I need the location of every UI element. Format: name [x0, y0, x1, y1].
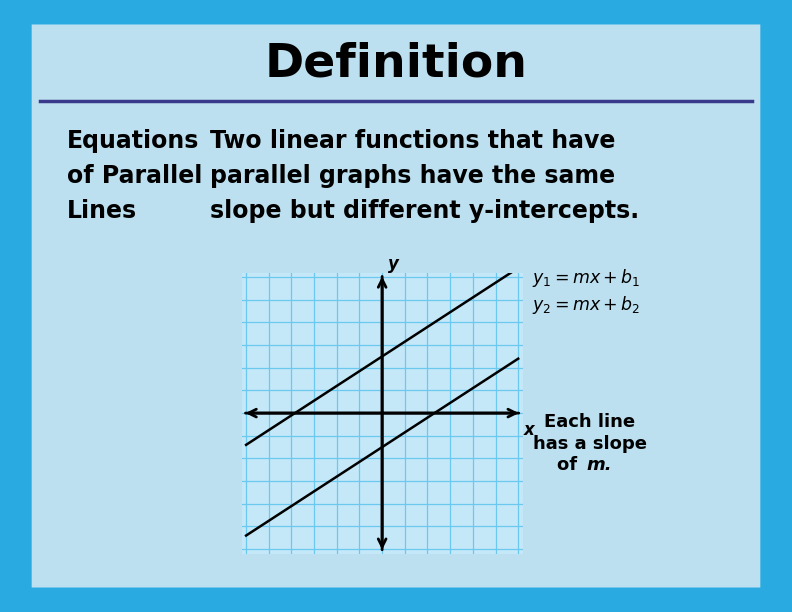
- Text: Equations
of Parallel
Lines: Equations of Parallel Lines: [67, 129, 203, 223]
- Text: $y_1 = \mathit{mx} + b_1$: $y_1 = \mathit{mx} + b_1$: [532, 267, 641, 289]
- Text: x: x: [524, 421, 535, 439]
- Text: m.: m.: [587, 456, 612, 474]
- Text: has a slope: has a slope: [533, 435, 647, 453]
- Text: Definition: Definition: [265, 42, 527, 87]
- Text: Two linear functions that have
parallel graphs have the same
slope but different: Two linear functions that have parallel …: [210, 129, 639, 223]
- Text: y: y: [388, 255, 398, 272]
- Text: Each line: Each line: [544, 413, 636, 431]
- Text: $y_2 = \mathit{mx} + b_2$: $y_2 = \mathit{mx} + b_2$: [532, 294, 641, 316]
- Text: of: of: [557, 456, 584, 474]
